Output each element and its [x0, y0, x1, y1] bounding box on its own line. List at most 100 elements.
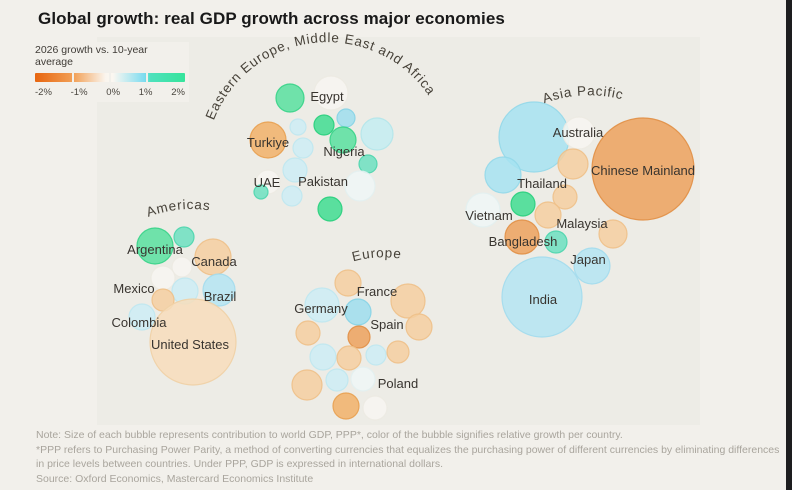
- bubble-vietnam[interactable]: [510, 191, 536, 217]
- bubble[interactable]: [598, 219, 628, 249]
- bubble-spain[interactable]: [347, 325, 371, 349]
- bubble[interactable]: [313, 114, 335, 136]
- note-ppp-definition: *PPP refers to Purchasing Power Parity, …: [36, 443, 780, 471]
- bubble-poland[interactable]: [362, 395, 388, 421]
- country-label-colombia: Colombia: [112, 315, 168, 330]
- legend-separator: [109, 73, 111, 82]
- bubble[interactable]: [289, 118, 307, 136]
- country-label-nigeria: Nigeria: [323, 144, 365, 159]
- country-label-vietnam: Vietnam: [465, 208, 512, 223]
- bubble[interactable]: [173, 226, 195, 248]
- bubble[interactable]: [275, 83, 305, 113]
- bubble[interactable]: [282, 157, 308, 183]
- country-label-australia: Australia: [553, 125, 604, 140]
- bubble-japan[interactable]: [573, 247, 611, 285]
- region-europe: Germany France Spain Poland Europe: [291, 245, 433, 421]
- legend-tick: 2%: [171, 87, 185, 98]
- bubble[interactable]: [253, 184, 269, 200]
- country-label-egypt: Egypt: [310, 89, 344, 104]
- bubble-thailand[interactable]: [484, 156, 522, 194]
- region-eastern-europe-middle-east-and-africa: Egypt Turkiye Nigeria UAE Pakistan Eastern Eu…: [203, 30, 439, 222]
- region-americas: Argentina Canada Mexico Brazil Colombia Unite…: [112, 197, 238, 386]
- bubble-argentina[interactable]: [136, 227, 174, 265]
- region-title-europe: Europe: [350, 245, 402, 264]
- bubble[interactable]: [465, 192, 501, 228]
- country-label-germany: Germany: [294, 301, 348, 316]
- bubble[interactable]: [336, 345, 362, 371]
- country-label-uae: UAE: [254, 175, 281, 190]
- legend-gradient: [35, 73, 185, 82]
- note-bubble-size: Note: Size of each bubble represents con…: [36, 429, 623, 441]
- bubble-turkiye[interactable]: [249, 121, 287, 159]
- bubble-pakistan[interactable]: [281, 185, 303, 207]
- screen-edge-strip: [786, 0, 792, 490]
- country-label-mexico: Mexico: [113, 281, 154, 296]
- region-title-asia-pacific: Asia Pacific: [540, 83, 625, 106]
- bubble[interactable]: [350, 366, 376, 392]
- country-label-france: France: [357, 284, 397, 299]
- bubble-egypt[interactable]: [313, 75, 349, 111]
- country-label-canada: Canada: [191, 254, 237, 269]
- bubble-chinese-mainland[interactable]: [591, 117, 695, 221]
- bubble-malaysia[interactable]: [534, 201, 562, 229]
- bubble[interactable]: [171, 256, 193, 278]
- color-legend: 2026 growth vs. 10-year average -2% -1% …: [35, 42, 189, 102]
- bubble[interactable]: [557, 148, 589, 180]
- bubble-india[interactable]: [501, 256, 583, 338]
- country-label-malaysia: Malaysia: [556, 216, 608, 231]
- legend-tick: 1%: [138, 87, 153, 98]
- country-label-brazil: Brazil: [204, 289, 237, 304]
- bubble[interactable]: [552, 184, 578, 210]
- bubble[interactable]: [365, 344, 387, 366]
- country-label-thailand: Thailand: [517, 176, 567, 191]
- legend-separator: [146, 73, 148, 82]
- bubble[interactable]: [390, 283, 426, 319]
- country-label-turkiye: Turkiye: [247, 135, 289, 150]
- bubble[interactable]: [295, 320, 321, 346]
- legend-tick: 0%: [106, 87, 121, 98]
- bubble[interactable]: [334, 269, 362, 297]
- bubble[interactable]: [332, 392, 360, 420]
- country-label-poland: Poland: [378, 376, 418, 391]
- bubble[interactable]: [325, 368, 349, 392]
- bubble-united-states[interactable]: [149, 298, 237, 386]
- bubble-nigeria[interactable]: [329, 126, 357, 154]
- bubble-brazil[interactable]: [202, 273, 236, 307]
- country-label-chinese-mainland: Chinese Mainland: [591, 163, 695, 178]
- region-title-eastern-europe-middle-east-and-africa: Eastern Europe, Middle East and Africa: [203, 30, 439, 122]
- legend-title: 2026 growth vs. 10-year average: [35, 44, 148, 68]
- bubble[interactable]: [292, 137, 314, 159]
- legend-separator: [72, 73, 74, 82]
- bubble-bangladesh[interactable]: [504, 219, 540, 255]
- bubble[interactable]: [317, 196, 343, 222]
- bubble-colombia[interactable]: [128, 303, 156, 331]
- bubble[interactable]: [386, 340, 410, 364]
- legend-ticks: -2% -1% 0% 1% 2%: [35, 87, 185, 98]
- legend-tick: -1%: [70, 87, 88, 98]
- bubble-france[interactable]: [344, 298, 372, 326]
- country-label-united-states: United States: [151, 337, 230, 352]
- footnotes: Note: Size of each bubble represents con…: [36, 428, 780, 486]
- bubble[interactable]: [344, 170, 376, 202]
- page-title: Global growth: real GDP growth across ma…: [38, 9, 505, 28]
- bubble[interactable]: [291, 369, 323, 401]
- legend-tick: -2%: [35, 87, 52, 98]
- region-asia-pacific: Australia Chinese Mainland Thailand Vietnam…: [465, 83, 695, 338]
- bubble[interactable]: [309, 343, 337, 371]
- country-label-spain: Spain: [370, 317, 403, 332]
- country-label-pakistan: Pakistan: [298, 174, 348, 189]
- bubble-australia[interactable]: [562, 116, 596, 150]
- bubble[interactable]: [544, 230, 568, 254]
- country-label-bangladesh: Bangladesh: [489, 234, 558, 249]
- country-label-argentina: Argentina: [127, 242, 183, 257]
- bubble[interactable]: [150, 265, 176, 291]
- bubble[interactable]: [360, 117, 394, 151]
- region-title-americas: Americas: [144, 197, 211, 220]
- country-label-japan: Japan: [570, 252, 605, 267]
- bubble[interactable]: [336, 108, 356, 128]
- bubble-germany[interactable]: [304, 287, 340, 323]
- bubble[interactable]: [405, 313, 433, 341]
- country-label-india: India: [529, 292, 558, 307]
